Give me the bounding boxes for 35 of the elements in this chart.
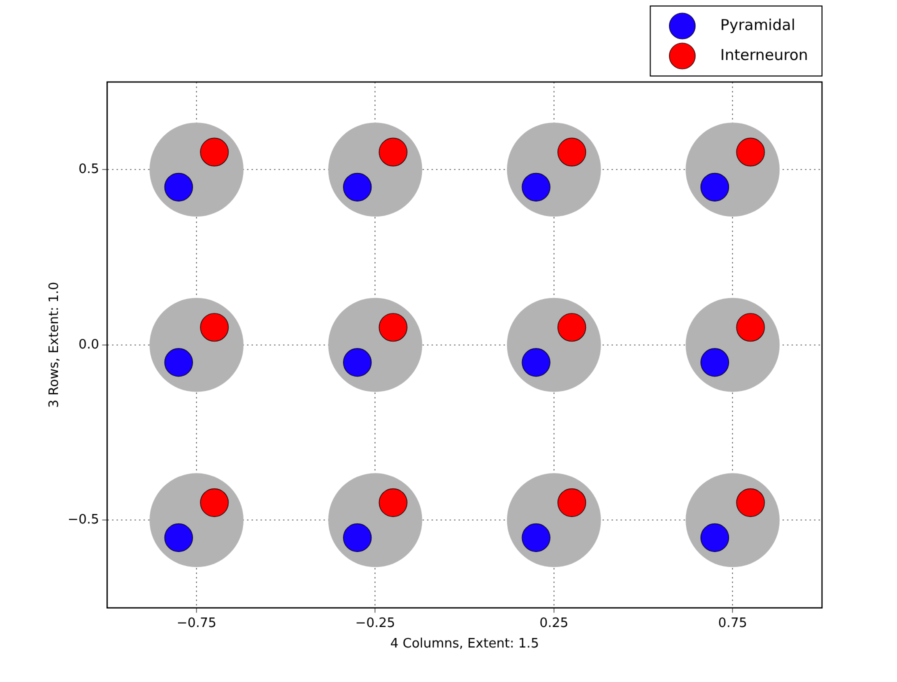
point <box>343 523 372 552</box>
point <box>343 172 372 202</box>
legend-label: Pyramidal <box>720 16 796 34</box>
point <box>164 348 193 377</box>
point <box>700 172 730 202</box>
point <box>200 138 229 166</box>
point <box>522 348 550 377</box>
point <box>736 138 765 166</box>
point <box>200 313 229 342</box>
point <box>164 172 193 202</box>
point <box>522 523 550 552</box>
x-tick-label: 0.75 <box>718 616 748 631</box>
x-axis-title: 4 Columns, Extent: 1.5 <box>390 636 539 652</box>
point <box>700 348 730 377</box>
point <box>164 523 193 552</box>
x-tick-label: −0.25 <box>355 616 396 631</box>
point <box>558 138 586 166</box>
x-tick-label: 0.25 <box>539 616 568 631</box>
point <box>522 172 550 202</box>
point <box>558 488 586 517</box>
point <box>378 313 408 342</box>
point <box>378 488 408 517</box>
point <box>736 313 765 342</box>
point <box>700 523 730 552</box>
y-tick-label: 0.0 <box>78 337 100 352</box>
point <box>200 488 229 517</box>
point <box>343 348 372 377</box>
legend-label: Interneuron <box>720 46 808 64</box>
x-tick-label: −0.75 <box>176 616 216 631</box>
point <box>558 313 586 342</box>
point <box>378 138 408 166</box>
y-axis-title: 3 Rows, Extent: 1.0 <box>47 282 62 408</box>
y-tick-label: 0.5 <box>78 162 100 178</box>
point <box>736 488 765 517</box>
y-tick-label: −0.5 <box>68 512 100 528</box>
